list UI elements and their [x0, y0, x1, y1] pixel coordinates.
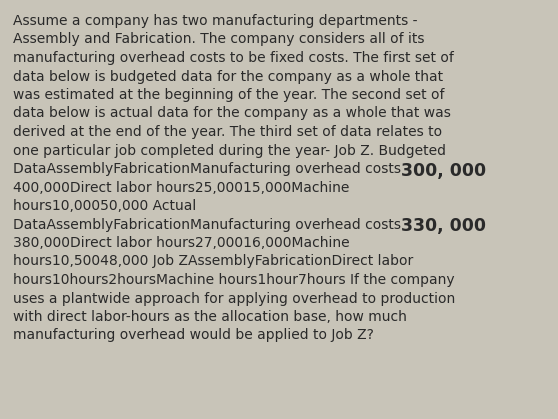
Text: hours10,00050,000 Actual: hours10,00050,000 Actual — [13, 199, 196, 213]
Text: 400,000Direct labor hours25,00015,000Machine: 400,000Direct labor hours25,00015,000Mac… — [13, 181, 349, 194]
Text: was estimated at the beginning of the year. The second set of: was estimated at the beginning of the ye… — [13, 88, 445, 102]
Text: manufacturing overhead would be applied to Job Z?: manufacturing overhead would be applied … — [13, 328, 374, 342]
Text: 330, 000: 330, 000 — [401, 217, 486, 235]
Text: hours10hours2hoursMachine hours1hour7hours If the company: hours10hours2hoursMachine hours1hour7hou… — [13, 273, 455, 287]
Text: derived at the end of the year. The third set of data relates to: derived at the end of the year. The thir… — [13, 125, 442, 139]
Text: DataAssemblyFabricationManufacturing overhead costs: DataAssemblyFabricationManufacturing ove… — [13, 217, 401, 232]
Text: 380,000Direct labor hours27,00016,000Machine: 380,000Direct labor hours27,00016,000Mac… — [13, 236, 350, 250]
Text: DataAssemblyFabricationManufacturing overhead costs: DataAssemblyFabricationManufacturing ove… — [13, 162, 401, 176]
Text: hours10,50048,000 Job ZAssemblyFabricationDirect labor: hours10,50048,000 Job ZAssemblyFabricati… — [13, 254, 413, 269]
Text: with direct labor-hours as the allocation base, how much: with direct labor-hours as the allocatio… — [13, 310, 407, 324]
Text: one particular job completed during the year- Job Z. Budgeted: one particular job completed during the … — [13, 143, 446, 158]
Text: Assembly and Fabrication. The company considers all of its: Assembly and Fabrication. The company co… — [13, 33, 425, 47]
Text: 300, 000: 300, 000 — [401, 162, 486, 180]
Text: manufacturing overhead costs to be fixed costs. The first set of: manufacturing overhead costs to be fixed… — [13, 51, 454, 65]
Text: data below is actual data for the company as a whole that was: data below is actual data for the compan… — [13, 106, 451, 121]
Text: data below is budgeted data for the company as a whole that: data below is budgeted data for the comp… — [13, 70, 443, 83]
Text: Assume a company has two manufacturing departments -: Assume a company has two manufacturing d… — [13, 14, 417, 28]
Text: uses a plantwide approach for applying overhead to production: uses a plantwide approach for applying o… — [13, 292, 455, 305]
